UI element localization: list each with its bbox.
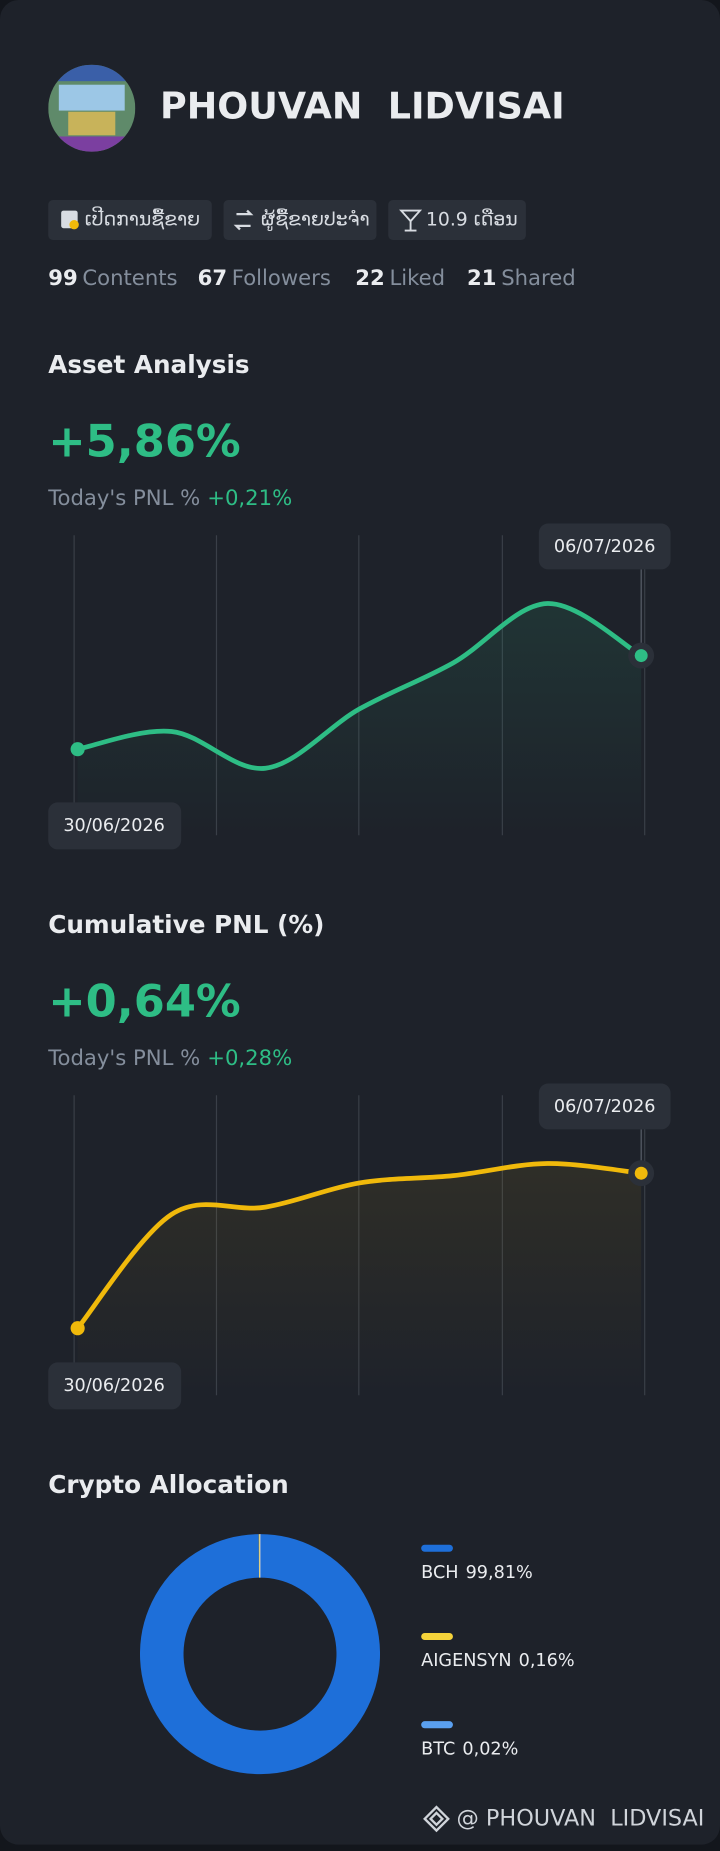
footer-handle: @ PHOUVAN LIDVISAI: [456, 1805, 704, 1831]
pnl: Today's PNL % +0,28%: [47, 1045, 292, 1070]
stat-label: Contents: [82, 265, 177, 290]
pnl-value: +0,28%: [207, 1045, 292, 1070]
stat-value: 21: [467, 265, 496, 290]
start-dot: [71, 1321, 85, 1335]
legend-entry: BTC 0,02%: [421, 1739, 518, 1759]
tooltip-date: 06/07/2026: [554, 537, 656, 557]
stat-label: Liked: [389, 265, 445, 290]
legend-name: BTC: [421, 1739, 455, 1759]
legend-swatch: [421, 1633, 453, 1640]
end-dot: [635, 649, 648, 662]
section-title: Asset Analysis: [48, 350, 249, 379]
section-title: Crypto Allocation: [48, 1470, 288, 1499]
legend-value: 99,81%: [466, 1563, 533, 1583]
pnl-label: Today's PNL %: [47, 485, 200, 510]
stat-value: 22: [355, 265, 384, 290]
tooltip-date: 06/07/2026: [554, 1097, 656, 1117]
section-title: Cumulative PNL (%): [48, 910, 324, 939]
end-dot: [635, 1167, 648, 1180]
stat-value: 99: [48, 265, 77, 290]
tag-label: ຜູ້ຊື້ຂາຍປະຈຳ: [261, 206, 369, 232]
legend-value: 0,02%: [462, 1739, 518, 1759]
legend-entry: BCH 99,81%: [421, 1563, 533, 1583]
tooltip-date: 30/06/2026: [63, 816, 165, 836]
stat-label: Shared: [501, 265, 575, 290]
stat-value: 67: [198, 265, 227, 290]
tooltip-date: 30/06/2026: [63, 1376, 165, 1396]
pnl-label: Today's PNL %: [47, 1045, 200, 1070]
pnl: Today's PNL % +0,21%: [47, 485, 292, 510]
tag-label: 10.9 ເດືອນ: [426, 206, 518, 230]
headline: +5,86%: [48, 416, 240, 468]
profile-name: PHOUVAN LIDVISAI: [160, 85, 565, 128]
legend-swatch: [421, 1721, 453, 1728]
legend-entry: AIGENSYN 0,16%: [421, 1651, 574, 1671]
legend-name: AIGENSYN: [421, 1651, 511, 1671]
stat-label: Followers: [232, 265, 331, 290]
headline: +0,64%: [48, 976, 240, 1028]
pnl-value: +0,21%: [207, 485, 292, 510]
avatar: [48, 65, 135, 152]
start-dot: [71, 742, 85, 756]
legend-value: 0,16%: [519, 1651, 575, 1671]
legend-swatch: [421, 1545, 453, 1552]
legend-name: BCH: [421, 1563, 458, 1583]
